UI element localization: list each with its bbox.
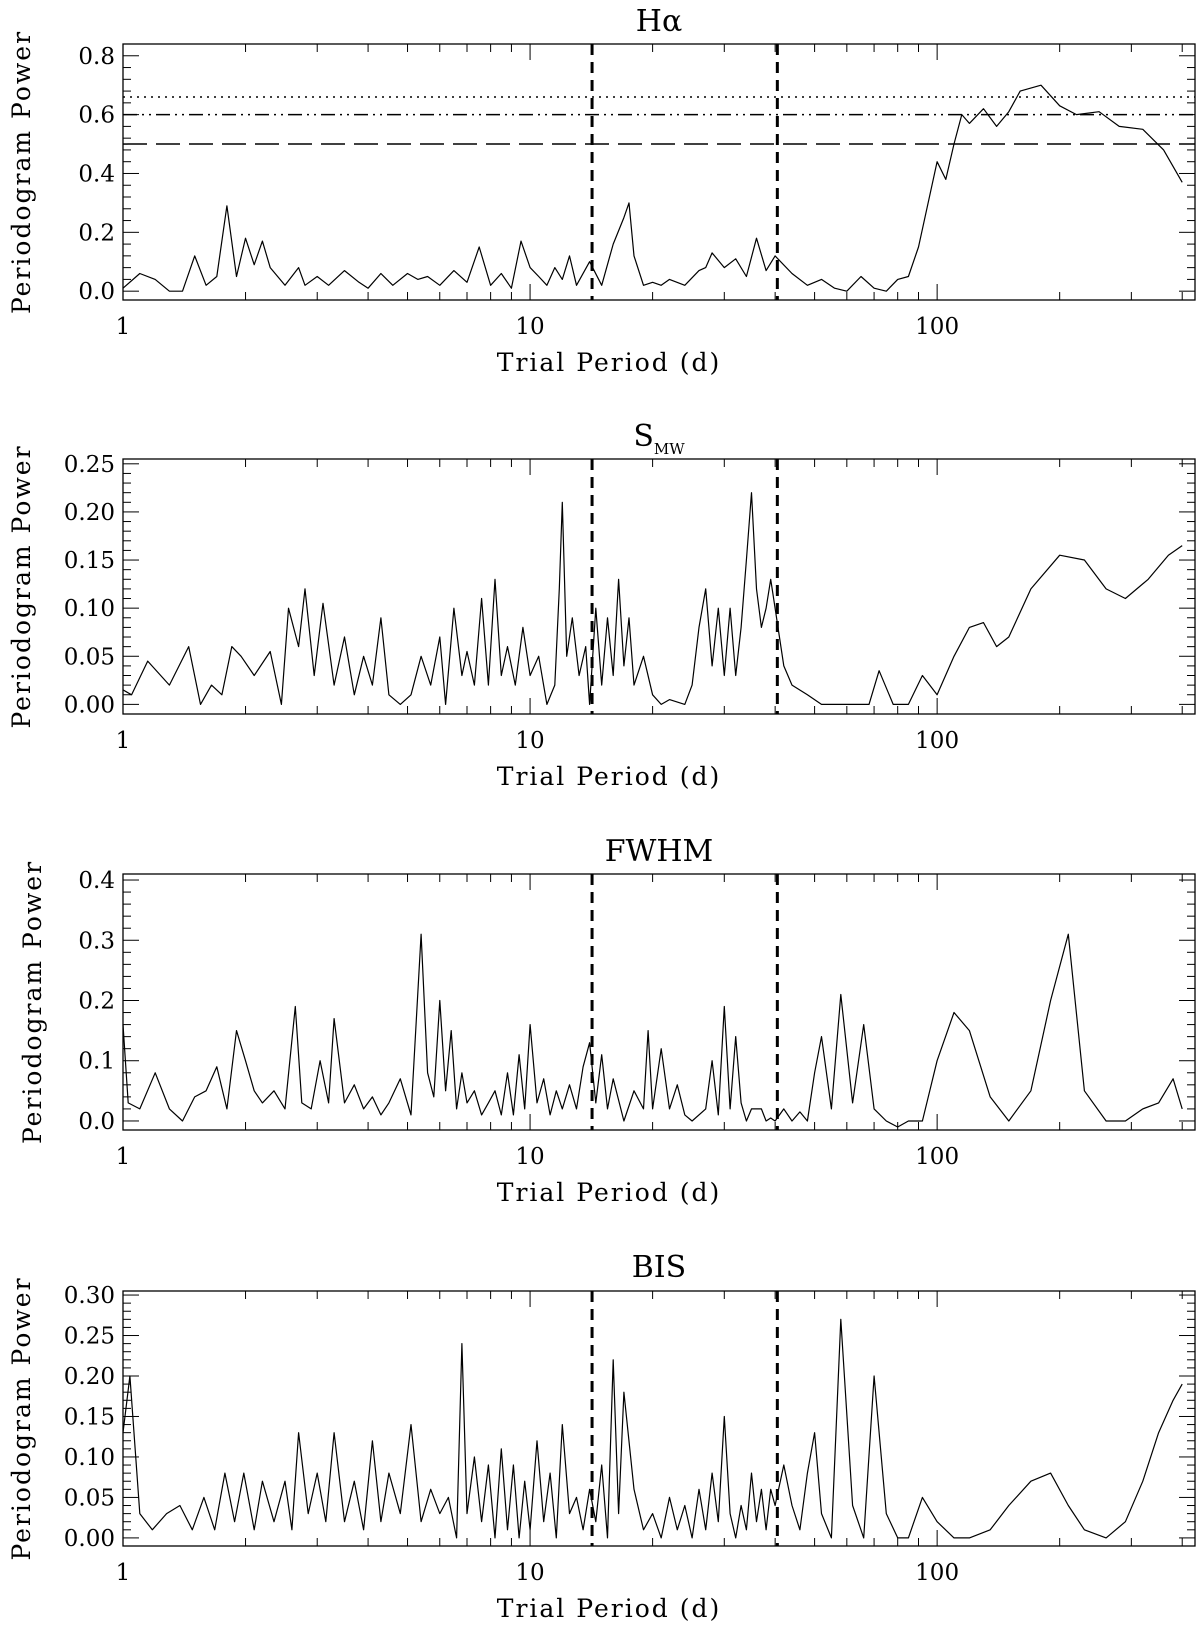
- chart-title: FWHM: [605, 834, 714, 869]
- x-tick-label: 1: [116, 728, 131, 754]
- panel-3: 1 10 100 0.0 0.1 0.2 0.3 0.4 FWHM Trial Period (d…: [18, 834, 1196, 1207]
- panel-4: 1 10 100 0.00 0.05 0.10 0.15 0.20 0.25 0.30 BIS Tri…: [7, 1250, 1196, 1623]
- y-axis-label: Periodogram Power: [18, 860, 47, 1144]
- y-tick-label: 0.20: [64, 500, 115, 526]
- chart-title: Hα: [636, 4, 682, 39]
- y-tick-label: 0.2: [78, 220, 115, 246]
- chart-title-text: S: [633, 419, 654, 454]
- chart-title-text: BIS: [632, 1250, 686, 1285]
- y-tick-label: 0.15: [64, 1404, 115, 1430]
- y-axis-label: Periodogram Power: [7, 444, 36, 728]
- x-tick-label: 100: [915, 1560, 959, 1586]
- x-tick-label: 100: [915, 314, 959, 340]
- x-tick-label: 100: [915, 1144, 959, 1170]
- y-tick-label: 0.15: [64, 548, 115, 574]
- x-tick-label: 10: [515, 314, 544, 340]
- y-tick-label: 0.8: [78, 44, 115, 70]
- plot-frame: [122, 873, 1196, 1131]
- y-tick-label: 0.1: [78, 1049, 115, 1075]
- y-tick-label: 0.4: [78, 161, 115, 187]
- y-tick-label: 0.6: [78, 103, 115, 129]
- series-line-1: [122, 1318, 1183, 1539]
- y-tick-label: 0.00: [64, 1526, 115, 1552]
- x-axis-label: Trial Period (d): [497, 1178, 721, 1207]
- y-axis-label: Periodogram Power: [7, 1276, 36, 1560]
- y-tick-label: 0.00: [64, 692, 115, 718]
- series-line-1: [122, 933, 1183, 1128]
- y-tick-label: 0.25: [64, 452, 115, 478]
- x-tick-label: 10: [515, 1560, 544, 1586]
- y-tick-label: 0.0: [78, 1109, 115, 1135]
- chart-title-subscript: MW: [654, 440, 685, 458]
- x-axis-label: Trial Period (d): [497, 1594, 721, 1623]
- chart-title-text: Hα: [636, 4, 682, 39]
- x-axis-label: Trial Period (d): [497, 762, 721, 791]
- y-tick-label: 0.10: [64, 1445, 115, 1471]
- x-tick-label: 1: [116, 1144, 131, 1170]
- chart-title: SMW: [633, 419, 685, 458]
- y-tick-label: 0.4: [78, 868, 115, 894]
- x-tick-label: 1: [116, 314, 131, 340]
- y-tick-label: 0.25: [64, 1324, 115, 1350]
- x-tick-label: 1: [116, 1560, 131, 1586]
- y-tick-label: 0.30: [64, 1283, 115, 1309]
- x-tick-label: 100: [915, 728, 959, 754]
- x-axis-label: Trial Period (d): [497, 348, 721, 377]
- plot-frame: [122, 1290, 1196, 1547]
- y-tick-label: 0.20: [64, 1364, 115, 1390]
- series-line-1: [122, 492, 1183, 706]
- plot-frame: [122, 458, 1196, 715]
- y-tick-label: 0.05: [64, 1485, 115, 1511]
- plot-frame: [122, 43, 1196, 301]
- y-tick-label: 0.05: [64, 644, 115, 670]
- x-tick-label: 10: [515, 1144, 544, 1170]
- panel-2: 1 10 100 0.00 0.05 0.10 0.15 0.20 0.25 SMW Trial P…: [7, 419, 1196, 791]
- chart-title-text: FWHM: [605, 834, 714, 869]
- y-tick-label: 0.10: [64, 596, 115, 622]
- panel-1: 1 10 100 0.0 0.2 0.4 0.6 0.8 Hα Trial Period (d) P…: [7, 4, 1196, 377]
- y-tick-label: 0.3: [78, 928, 115, 954]
- y-axis-label: Periodogram Power: [7, 30, 36, 314]
- series-line-1: [122, 84, 1183, 292]
- chart-title: BIS: [632, 1250, 686, 1285]
- x-tick-label: 10: [515, 728, 544, 754]
- y-tick-label: 0.0: [78, 279, 115, 305]
- y-tick-label: 0.2: [78, 988, 115, 1014]
